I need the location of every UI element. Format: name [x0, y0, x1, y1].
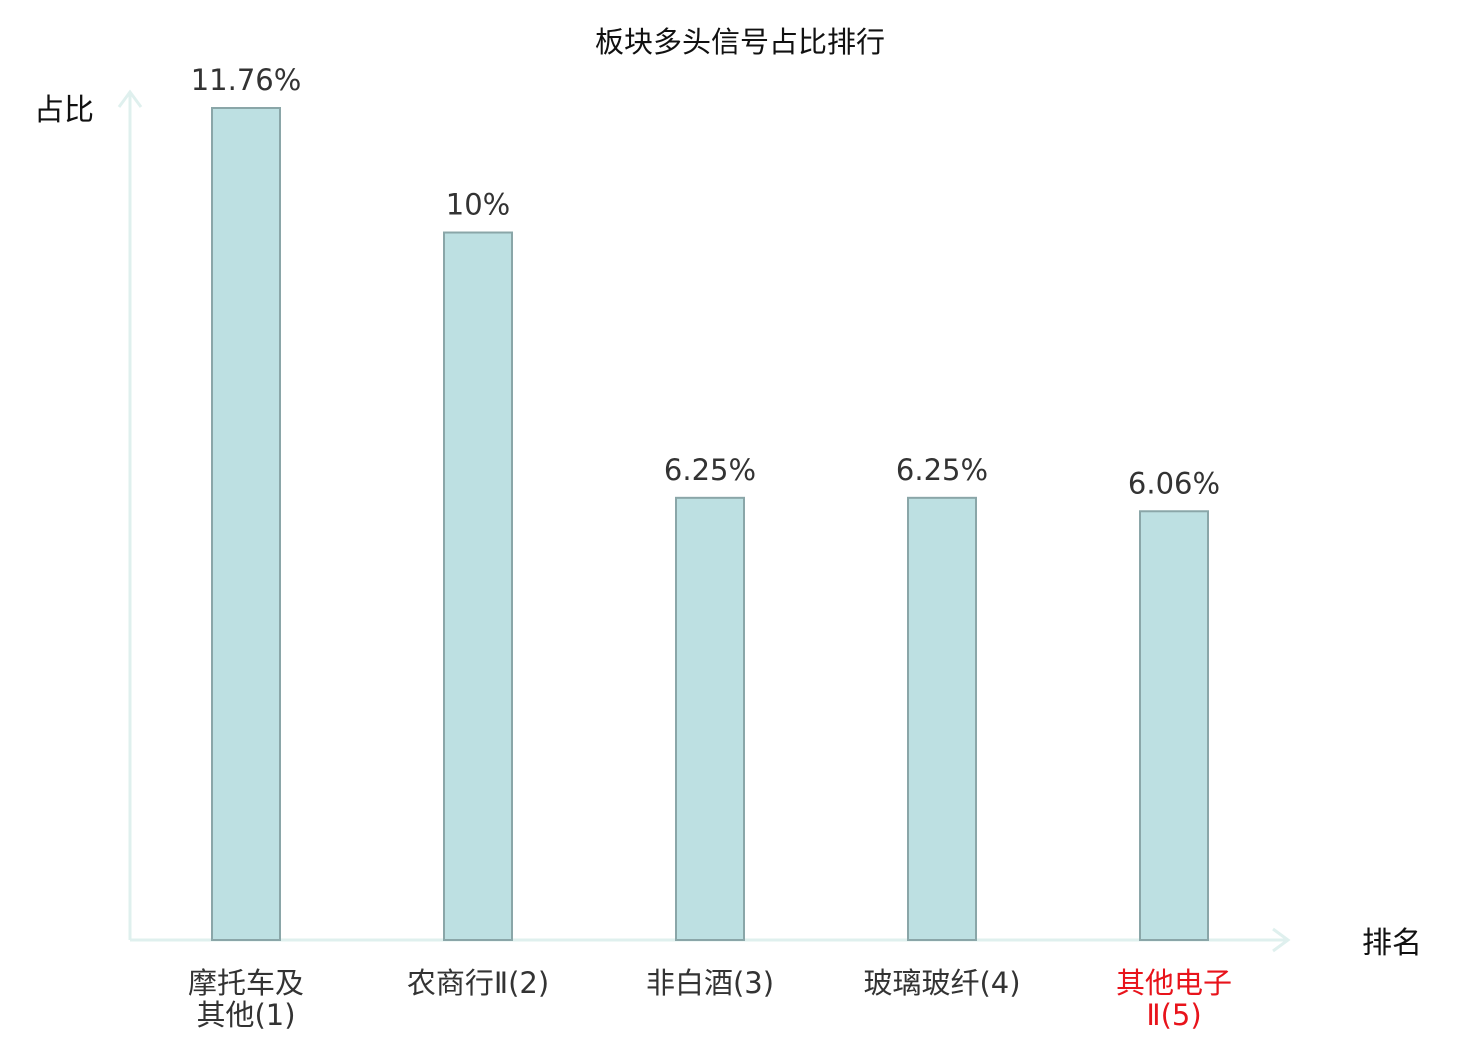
category-label-1-line-1: 摩托车及 [188, 966, 304, 1000]
category-label-5: 其他电子 Ⅱ(5) [1116, 966, 1232, 1032]
category-label-3: 非白酒(3) [646, 966, 774, 1000]
bar-3 [675, 496, 745, 941]
value-label-5: 6.06% [1128, 466, 1220, 500]
category-label-1: 摩托车及其他(1) [188, 966, 304, 1032]
value-labels-group: 11.76% 10% 6.25% 6.25% 6.06% [191, 63, 1220, 500]
category-label-3-line-1: 非白酒(3) [646, 966, 774, 1000]
bar-1 [211, 107, 281, 941]
bar-5 [1139, 510, 1209, 941]
category-label-5-line-1: 其他电子 [1116, 966, 1232, 1000]
y-axis-arrow [117, 89, 143, 108]
bar-2 [443, 231, 513, 941]
y-axis-label: 占比 [34, 93, 94, 128]
value-label-3: 6.25% [664, 453, 756, 487]
x-axis-label: 排名 [1362, 926, 1422, 961]
category-label-1-line-2: 其他(1) [196, 998, 295, 1032]
bar-4 [907, 496, 977, 941]
category-label-5-line-2: Ⅱ(5) [1146, 998, 1201, 1032]
category-label-2: 农商行Ⅱ(2) [407, 966, 549, 1000]
chart-title: 板块多头信号占比排行 [595, 25, 885, 59]
category-label-4: 玻璃玻纤(4) [863, 966, 1020, 1000]
category-label-4-line-1: 玻璃玻纤(4) [863, 966, 1020, 1000]
category-labels-group: 摩托车及其他(1) 农商行Ⅱ(2) 非白酒(3) 玻璃玻纤(4) 其他电子 Ⅱ(5) [188, 966, 1232, 1032]
value-label-1: 11.76% [191, 63, 302, 97]
value-label-2: 10% [446, 188, 510, 222]
x-axis-arrow [1272, 927, 1291, 953]
value-label-4: 6.25% [896, 453, 988, 487]
category-label-2-line-1: 农商行Ⅱ(2) [407, 966, 549, 1000]
bars-group [211, 107, 1209, 941]
